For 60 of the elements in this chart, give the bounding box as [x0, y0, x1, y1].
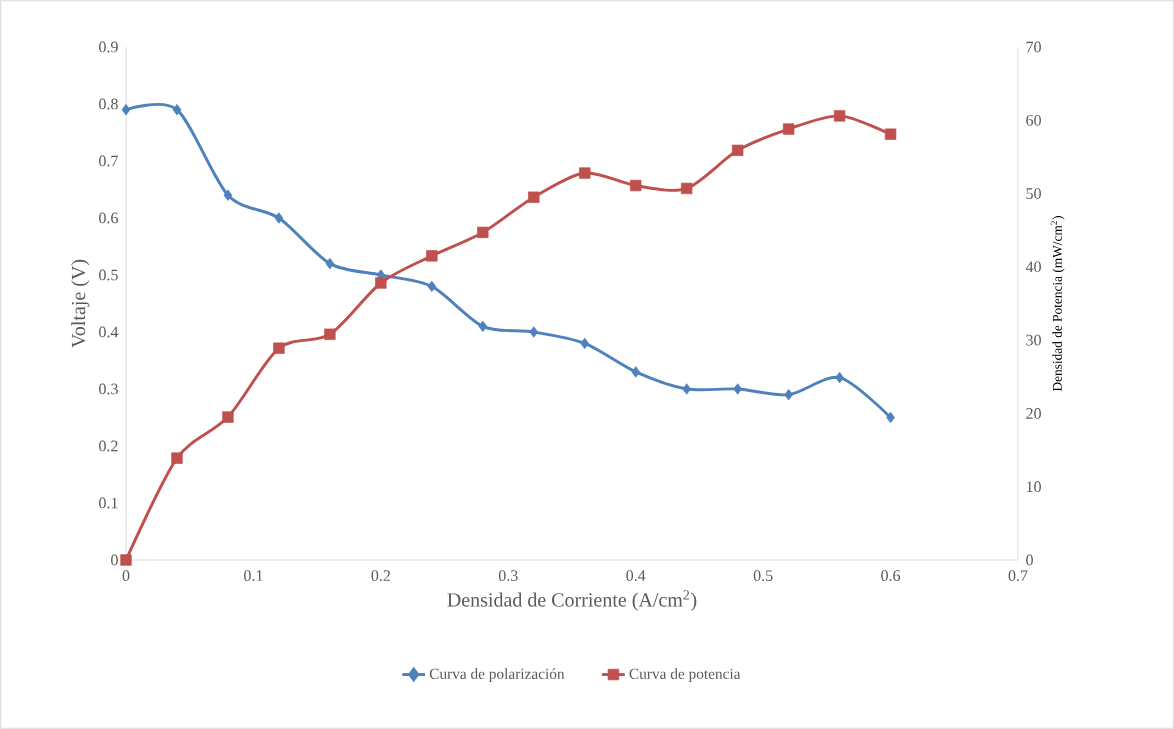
point [580, 337, 590, 350]
y2-tick-label: 20 [1026, 408, 1041, 419]
y2-axis-title: Densidad de Potencia (mW/cm$^{2}$) [1050, 216, 1065, 392]
point [478, 320, 488, 332]
x-axis-title: Densidad de Corriente (A/cm$^{2}$) [447, 590, 697, 611]
point [426, 250, 438, 262]
y-tick-label: 0 [111, 554, 118, 566]
x-tick-label: 0.2 [371, 570, 390, 582]
point [682, 383, 692, 395]
y-tick-label: 0.6 [99, 212, 118, 224]
point [833, 110, 846, 122]
y-tick-label: 0.9 [99, 41, 118, 53]
point [427, 280, 437, 293]
point [324, 328, 336, 340]
point [782, 123, 795, 135]
y-tick-label: 0.8 [99, 98, 118, 110]
y-tick-label: 0.2 [99, 440, 118, 452]
point [884, 128, 897, 140]
point [529, 326, 539, 338]
x-tick-label: 0.7 [1008, 570, 1028, 582]
y-tick-label: 0.4 [99, 326, 119, 338]
y2-tick-label: 0 [1026, 554, 1033, 566]
point [172, 104, 182, 116]
y2-tick-label: 50 [1026, 188, 1041, 199]
point [630, 179, 642, 192]
point [477, 226, 489, 239]
point [375, 277, 387, 289]
point [579, 167, 591, 179]
legend-label: Curva de polarización [429, 668, 565, 683]
point [274, 212, 284, 224]
y-tick-label: 0.7 [99, 155, 118, 167]
point [681, 182, 693, 195]
y2-tick-label: 10 [1026, 481, 1041, 493]
point [273, 342, 285, 354]
y-axis-title: Voltaje (V) [71, 259, 90, 348]
x-tick-label: 0.1 [244, 570, 263, 582]
x-tick-label: 0.4 [626, 570, 646, 582]
y-tick-label: 0.5 [99, 269, 118, 281]
x-tick-label: 0.6 [881, 570, 901, 582]
y2-tick-label: 60 [1026, 114, 1041, 126]
point [784, 389, 793, 401]
y-tick-label: 0.3 [99, 383, 118, 395]
y2-tick-label: 40 [1025, 261, 1041, 273]
point [731, 144, 744, 157]
x-tick-label: 0 [122, 570, 130, 582]
point [223, 189, 233, 201]
y-tick-label: 0.1 [99, 497, 118, 509]
point [733, 383, 742, 395]
point [121, 104, 131, 116]
point [171, 452, 183, 464]
point [631, 366, 641, 378]
point [120, 554, 132, 566]
point [325, 257, 335, 270]
legend-label: Curva de potencia [629, 668, 741, 683]
point [528, 191, 540, 203]
x-tick-label: 0.5 [753, 570, 773, 582]
point [222, 411, 234, 423]
y2-tick-label: 30 [1026, 334, 1041, 346]
x-tick-label: 0.3 [498, 570, 518, 582]
y2-tick-label: 70 [1026, 41, 1041, 53]
